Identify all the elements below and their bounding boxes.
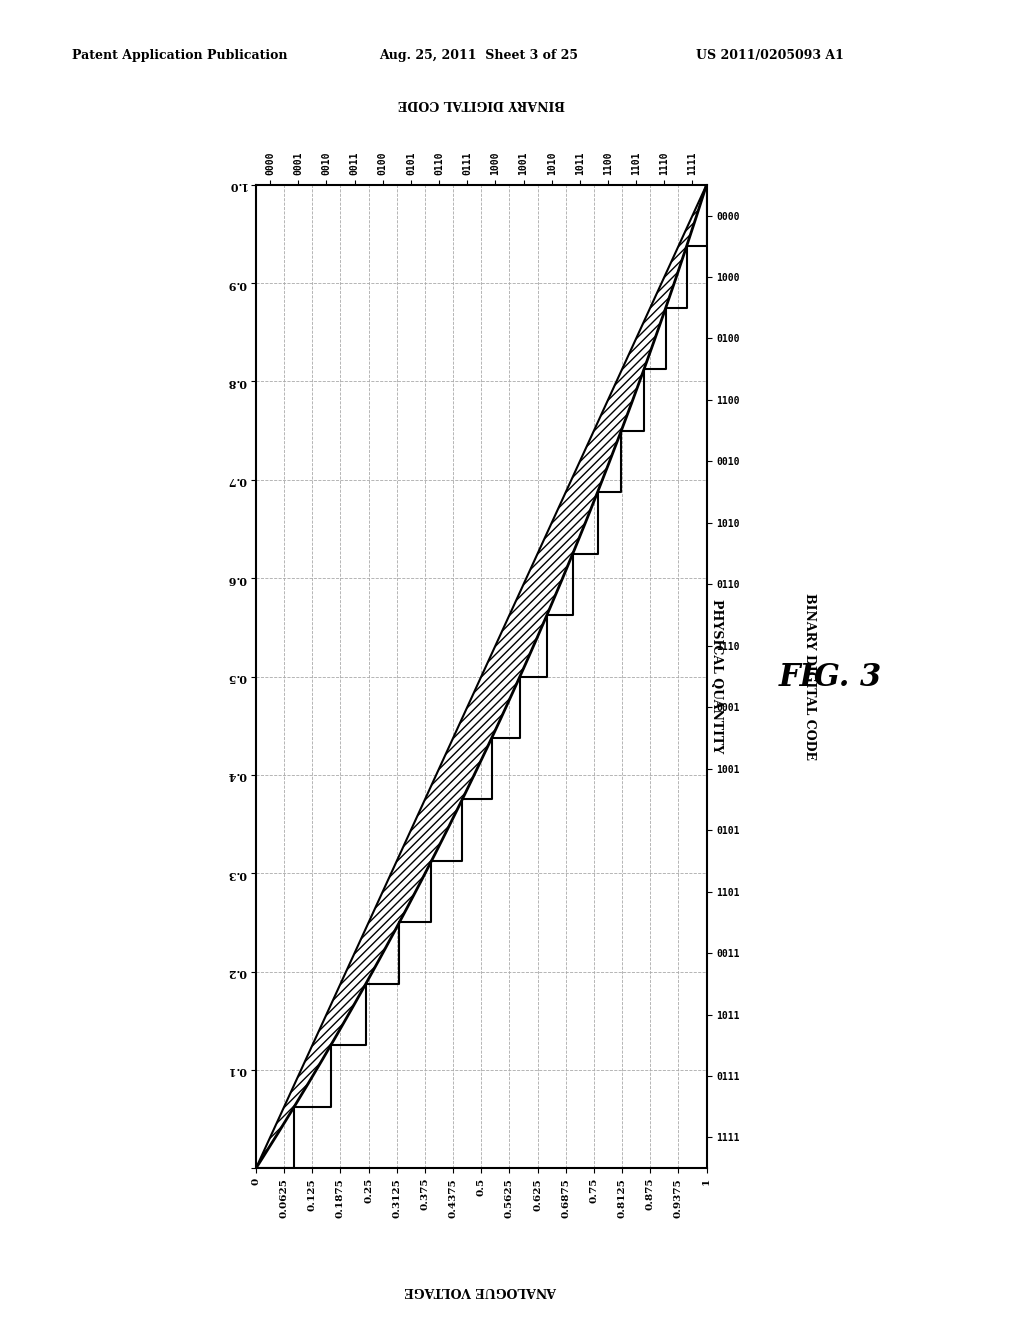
Polygon shape <box>399 861 431 923</box>
Text: FIG. 3: FIG. 3 <box>778 663 882 693</box>
X-axis label: BINARY DIGITAL CODE: BINARY DIGITAL CODE <box>397 98 565 110</box>
Text: Aug. 25, 2011  Sheet 3 of 25: Aug. 25, 2011 Sheet 3 of 25 <box>379 49 578 62</box>
Polygon shape <box>462 738 492 800</box>
X-axis label: ANALOGUE VOLTAGE: ANALOGUE VOLTAGE <box>404 1284 558 1298</box>
Y-axis label: BINARY DIGITAL CODE: BINARY DIGITAL CODE <box>803 593 816 760</box>
Text: Patent Application Publication: Patent Application Publication <box>72 49 287 62</box>
Polygon shape <box>331 983 366 1045</box>
Polygon shape <box>256 1106 294 1168</box>
Y-axis label: PHYSICAL QUANTITY: PHYSICAL QUANTITY <box>711 599 723 754</box>
Polygon shape <box>256 185 707 1168</box>
Polygon shape <box>598 430 622 492</box>
Polygon shape <box>431 800 462 861</box>
Polygon shape <box>687 185 707 247</box>
Polygon shape <box>572 492 598 553</box>
Polygon shape <box>644 308 666 370</box>
Polygon shape <box>366 923 399 983</box>
Polygon shape <box>294 1045 331 1106</box>
Polygon shape <box>622 370 644 430</box>
Polygon shape <box>547 553 572 615</box>
Text: US 2011/0205093 A1: US 2011/0205093 A1 <box>696 49 844 62</box>
Polygon shape <box>520 615 547 676</box>
Polygon shape <box>492 676 520 738</box>
Polygon shape <box>666 247 687 308</box>
